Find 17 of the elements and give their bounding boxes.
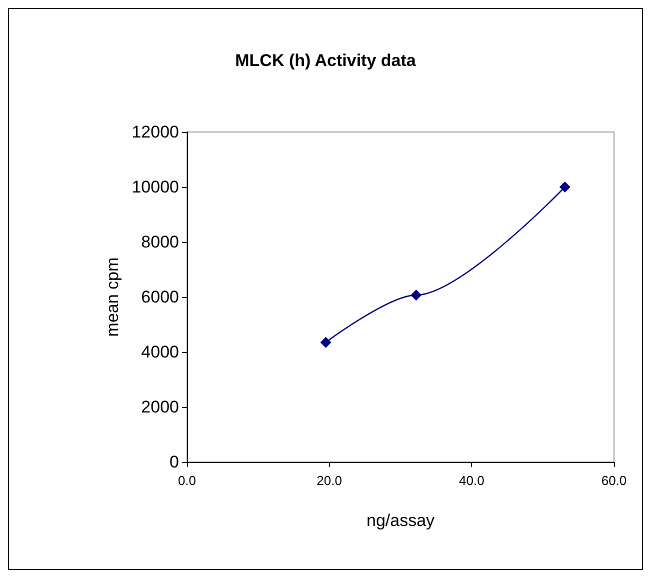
x-tick-label: 20.0 [316,473,342,488]
y-tick-label: 2000 [141,398,179,416]
y-tick-label: 6000 [141,288,179,306]
x-tick-label: 40.0 [459,473,484,488]
point [410,290,422,301]
x-tick-label: 60.0 [601,473,627,488]
y-axis-title: mean cpm [102,257,122,337]
y-tick-label: 0 [170,452,179,472]
x-tick-label: 0.0 [178,473,196,488]
point [559,182,570,192]
y-tick-label: 12000 [132,122,179,142]
chart-title: MLCK (h) Activity data [235,51,416,70]
x-axis-title: ng/assay [366,511,436,530]
point [320,336,332,348]
y-tick-label: 4000 [141,342,179,362]
y-tick-label: 8000 [141,232,179,252]
y-tick-label: 10000 [132,178,179,196]
